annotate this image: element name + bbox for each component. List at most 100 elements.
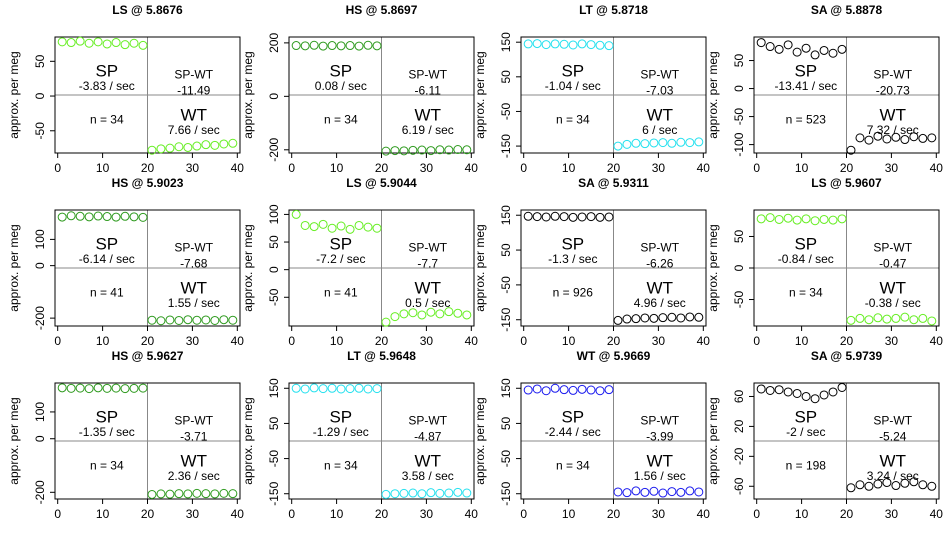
- point: [66, 38, 76, 48]
- annotation: n = 34: [324, 113, 358, 127]
- point: [399, 309, 409, 319]
- annotation: 2.36 / sec: [168, 469, 220, 483]
- point: [532, 384, 542, 394]
- point: [174, 142, 184, 152]
- point: [444, 307, 454, 317]
- point: [228, 489, 238, 499]
- point: [327, 383, 337, 393]
- panel-title: LS @ 5.9044: [346, 176, 417, 190]
- y-tick-label: 20: [732, 419, 746, 433]
- point: [640, 487, 650, 497]
- point: [192, 315, 202, 325]
- point: [631, 486, 641, 496]
- point: [129, 38, 139, 48]
- point: [846, 483, 856, 493]
- y-tick-label: 60: [732, 389, 746, 403]
- annotation: SP: [329, 61, 352, 80]
- annotation: WT: [181, 451, 207, 470]
- point: [855, 133, 865, 143]
- point: [801, 43, 811, 53]
- annotation: n = 41: [90, 286, 124, 300]
- x-tick-label: 30: [885, 161, 899, 175]
- y-tick-label: 0: [33, 92, 47, 99]
- annotation: 3.58 / sec: [402, 469, 454, 483]
- x-tick-label: 40: [930, 507, 944, 521]
- point: [399, 146, 409, 156]
- point: [93, 383, 103, 393]
- point: [613, 487, 623, 497]
- point: [111, 38, 121, 48]
- annotation: SP: [561, 61, 584, 80]
- point: [577, 39, 587, 49]
- annotation: -7.7: [417, 257, 438, 271]
- x-tick-label: 0: [753, 334, 760, 348]
- point: [667, 487, 677, 497]
- annotation: -2 / sec: [786, 425, 825, 439]
- point: [801, 391, 811, 401]
- point: [810, 394, 820, 404]
- y-tick-label: 150: [499, 378, 513, 398]
- point: [792, 47, 802, 57]
- point: [604, 385, 614, 395]
- point: [300, 41, 310, 51]
- point: [354, 220, 364, 230]
- y-axis-label: approx. per meg: [706, 224, 720, 311]
- point: [523, 385, 533, 395]
- point: [345, 384, 355, 394]
- x-tick-label: 40: [930, 334, 944, 348]
- point: [819, 214, 829, 224]
- point: [363, 40, 373, 50]
- point: [541, 40, 551, 50]
- point: [523, 39, 533, 49]
- point: [837, 214, 847, 224]
- point: [102, 383, 112, 393]
- annotation: n = 926: [553, 286, 594, 300]
- point: [354, 383, 364, 393]
- x-tick-label: 40: [697, 334, 711, 348]
- y-tick-label: 100: [267, 204, 281, 224]
- point: [792, 215, 802, 225]
- x-tick-label: 10: [96, 507, 110, 521]
- y-tick-label: 50: [267, 235, 281, 249]
- x-tick-label: 10: [562, 507, 576, 521]
- point: [93, 211, 103, 221]
- annotation: SP: [794, 61, 817, 80]
- point: [120, 40, 130, 50]
- point: [417, 145, 427, 155]
- point: [595, 40, 605, 50]
- point: [345, 224, 355, 234]
- y-tick-label: 200: [267, 33, 281, 53]
- annotation: 1.56 / sec: [634, 469, 686, 483]
- x-tick-label: 0: [520, 161, 527, 175]
- x-tick-label: 10: [562, 161, 576, 175]
- point: [66, 383, 76, 393]
- point: [75, 36, 85, 46]
- x-tick-label: 40: [697, 161, 711, 175]
- annotation: WT: [415, 451, 441, 470]
- point: [147, 489, 157, 499]
- point: [532, 39, 542, 49]
- annotation: WT: [181, 105, 207, 124]
- point: [372, 223, 382, 233]
- point: [774, 385, 784, 395]
- point: [801, 214, 811, 224]
- x-tick-label: 40: [465, 507, 479, 521]
- point: [435, 145, 445, 155]
- point: [183, 142, 193, 152]
- panel-title: HS @ 5.9023: [112, 176, 184, 190]
- point: [577, 212, 587, 222]
- point: [462, 145, 472, 155]
- point: [550, 39, 560, 49]
- point: [453, 487, 463, 497]
- point: [363, 222, 373, 232]
- point: [435, 488, 445, 498]
- point: [685, 138, 695, 148]
- annotation: SP-WT: [640, 240, 679, 254]
- point: [927, 481, 937, 491]
- point: [417, 310, 427, 320]
- annotation: n = 41: [324, 286, 358, 300]
- annotation: SP: [794, 407, 817, 426]
- point: [363, 384, 373, 394]
- point: [658, 313, 668, 323]
- annotation: 1.55 / sec: [168, 296, 220, 310]
